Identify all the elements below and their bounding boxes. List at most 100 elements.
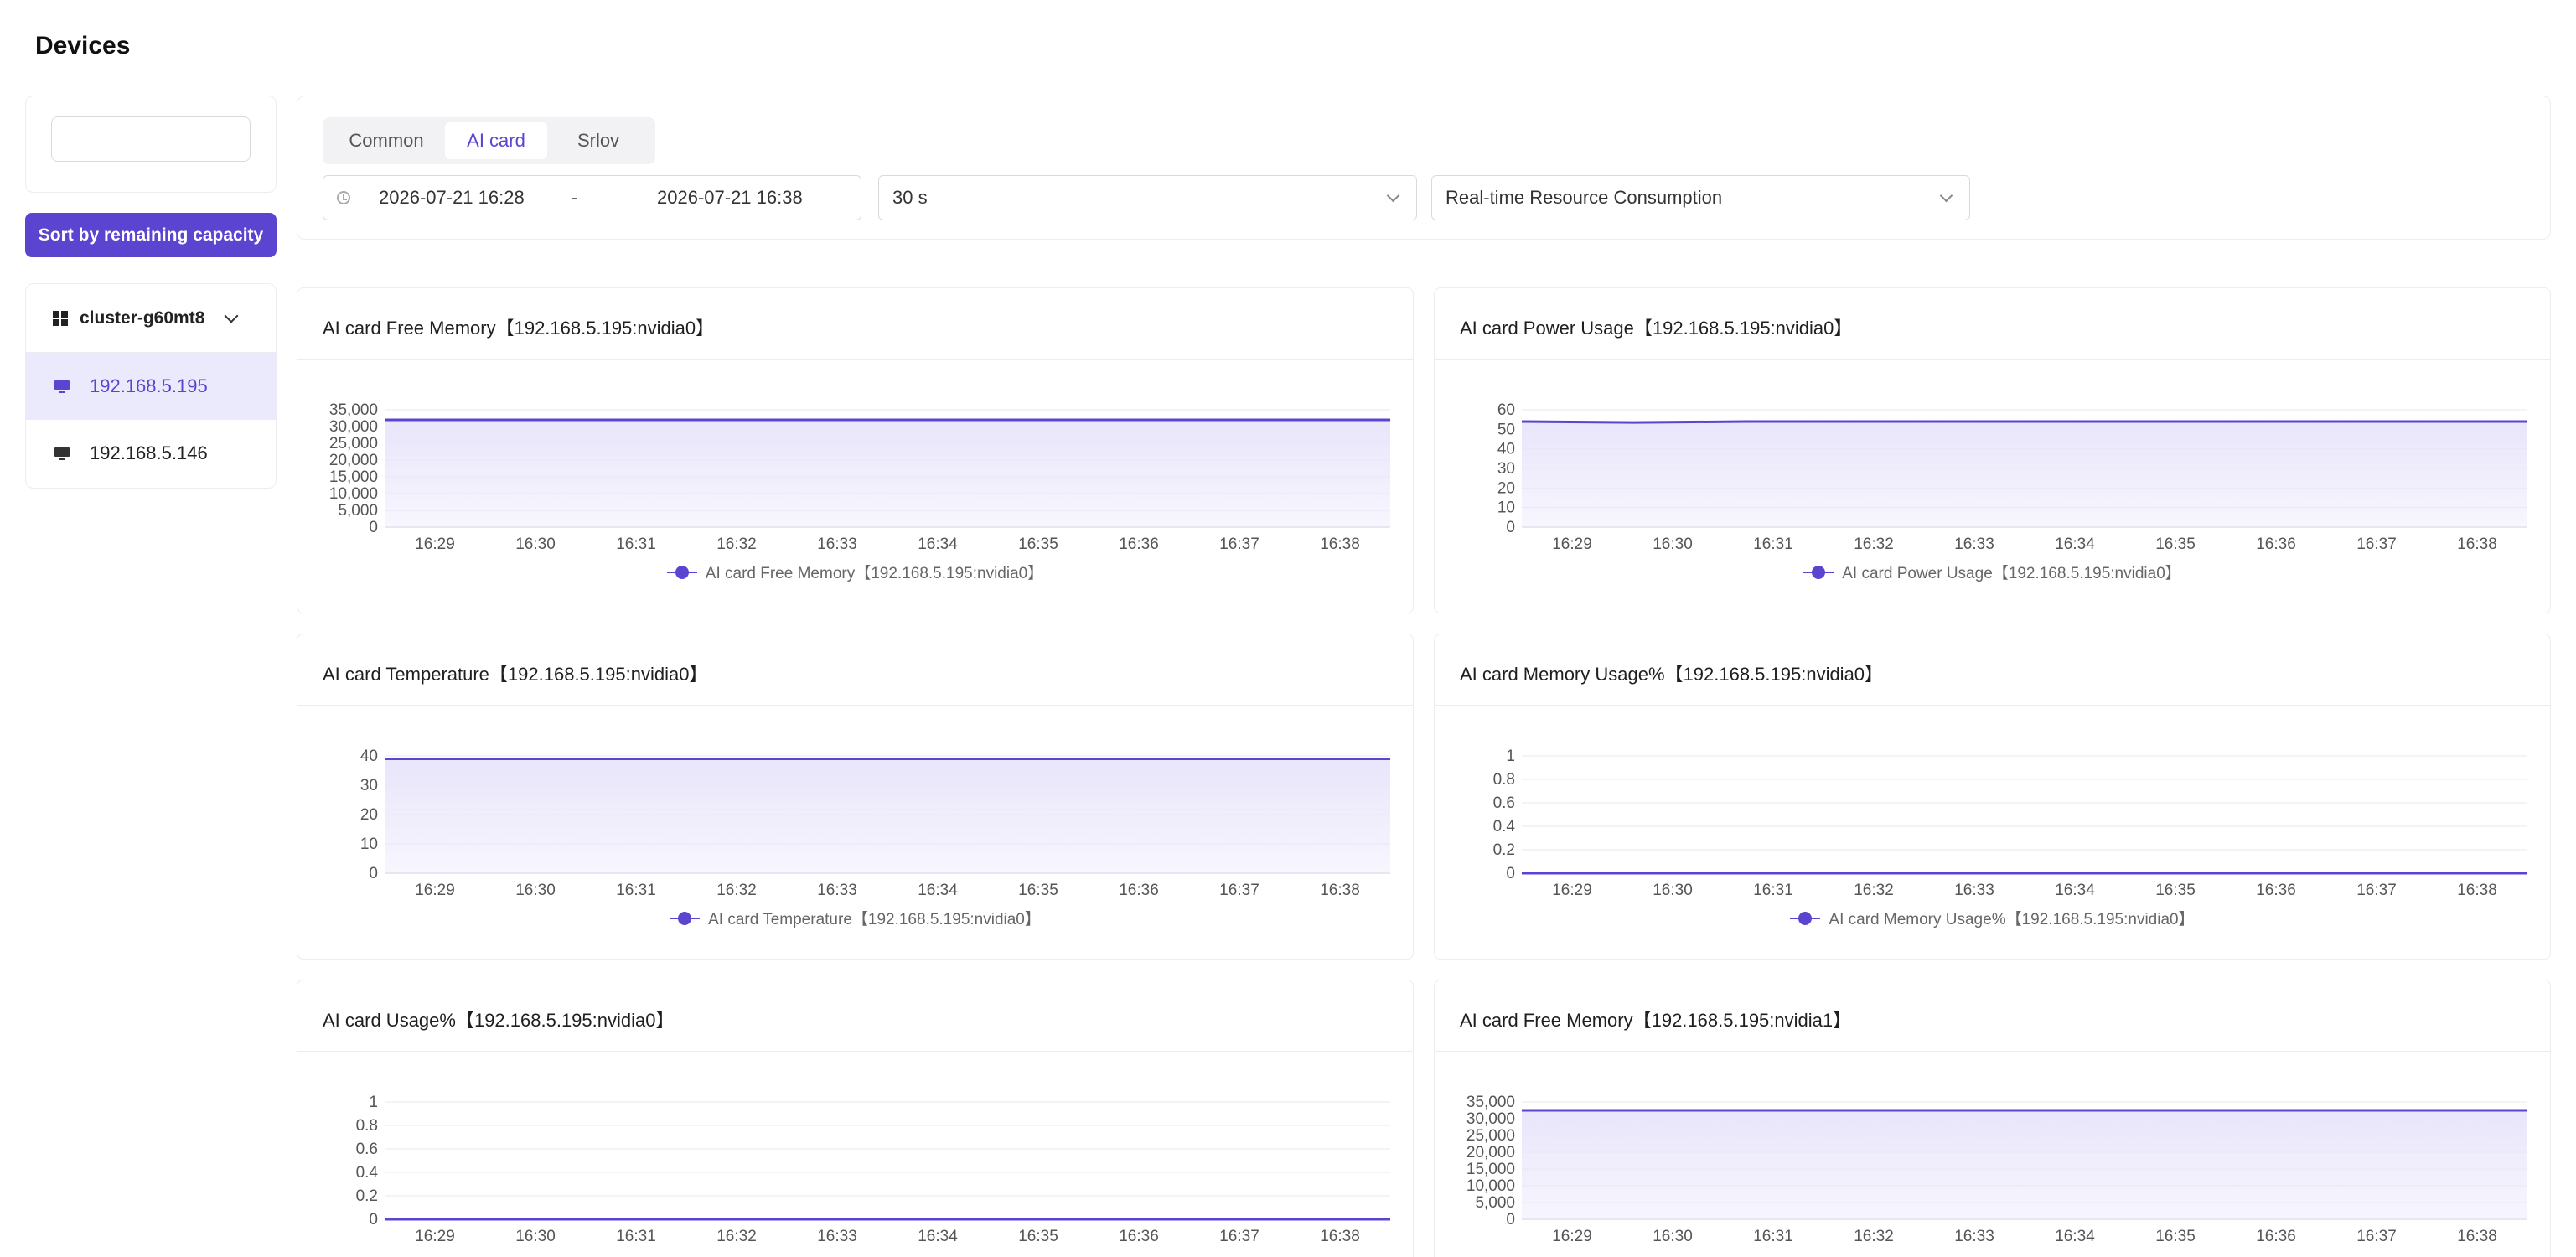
device-label: 192.168.5.195 xyxy=(90,375,208,396)
start-time[interactable]: 2026-07-21 16:28 xyxy=(379,187,525,208)
y-tick-label: 0.4 xyxy=(1493,818,1516,835)
y-tick-label: 60 xyxy=(1497,401,1515,419)
x-tick-label: 16:31 xyxy=(616,1228,656,1245)
chevron-down-icon xyxy=(1386,189,1400,203)
chart-plot: 05,00010,00015,00020,00025,00030,00035,0… xyxy=(329,401,1390,553)
x-tick-label: 16:37 xyxy=(1219,535,1260,553)
chart-plot: 05,00010,00015,00020,00025,00030,00035,0… xyxy=(1466,1094,2527,1245)
chart-legend[interactable]: AI card Free Memory【192.168.5.195:nvidia… xyxy=(297,561,1413,583)
x-tick-label: 16:38 xyxy=(1320,535,1360,553)
metric-type-select[interactable]: Real-time Resource Consumption xyxy=(1431,175,1970,220)
x-tick-label: 16:35 xyxy=(1018,882,1058,899)
x-tick-label: 16:38 xyxy=(2457,882,2497,899)
search-input[interactable] xyxy=(51,116,251,162)
x-tick-label: 16:29 xyxy=(415,535,455,553)
y-tick-label: 25,000 xyxy=(329,435,378,453)
y-tick-label: 20,000 xyxy=(329,452,378,469)
date-separator: - xyxy=(572,187,578,208)
x-tick-label: 16:35 xyxy=(1018,1228,1058,1245)
monitor-icon xyxy=(54,380,70,393)
y-tick-label: 0.6 xyxy=(356,1141,378,1158)
chevron-down-icon[interactable] xyxy=(224,308,239,323)
chart-legend[interactable]: AI card Power Usage【192.168.5.195:nvidia… xyxy=(1435,561,2550,583)
legend-marker-icon xyxy=(670,911,701,925)
date-range-picker[interactable]: 2026-07-21 16:28 - 2026-07-21 16:38 xyxy=(323,175,861,220)
grid-icon xyxy=(53,310,68,326)
x-tick-label: 16:35 xyxy=(2155,535,2196,553)
x-tick-label: 16:36 xyxy=(1119,1228,1159,1245)
legend-label: AI card Free Memory【192.168.5.195:nvidia… xyxy=(705,565,1044,582)
y-tick-label: 0.8 xyxy=(1493,771,1515,789)
device-item-192-168-5-146[interactable]: 192.168.5.146 xyxy=(26,420,276,487)
x-tick-label: 16:32 xyxy=(1854,1228,1894,1245)
device-item-192-168-5-195[interactable]: 192.168.5.195 xyxy=(26,353,276,420)
page-title: Devices xyxy=(35,32,131,59)
device-tree: cluster-g60mt8 192.168.5.195 192.168.5.1… xyxy=(25,283,277,489)
series-area xyxy=(1522,1110,2527,1219)
chart-title: AI card Memory Usage%【192.168.5.195:nvid… xyxy=(1460,664,1884,685)
x-tick-label: 16:29 xyxy=(415,882,455,899)
y-tick-label: 25,000 xyxy=(1466,1127,1515,1145)
x-tick-label: 16:30 xyxy=(515,535,556,553)
x-tick-label: 16:31 xyxy=(1753,535,1793,553)
interval-select[interactable]: 30 s xyxy=(878,175,1417,220)
x-tick-label: 16:30 xyxy=(515,882,556,899)
x-tick-label: 16:36 xyxy=(2256,882,2296,899)
chart-legend[interactable]: AI card Temperature【192.168.5.195:nvidia… xyxy=(297,907,1413,929)
x-tick-label: 16:37 xyxy=(2356,882,2397,899)
series-area xyxy=(385,420,1390,527)
x-tick-label: 16:32 xyxy=(1854,535,1894,553)
chart-card: AI card Free Memory【192.168.5.195:nvidia… xyxy=(297,287,1414,613)
x-tick-label: 16:33 xyxy=(817,535,857,553)
x-tick-label: 16:37 xyxy=(2356,1228,2397,1245)
x-tick-label: 16:36 xyxy=(2256,535,2296,553)
tab-srlov[interactable]: Srlov xyxy=(577,130,620,151)
filter-panel: Common AI card Srlov 2026-07-21 16:28 - … xyxy=(297,96,2551,240)
y-tick-label: 15,000 xyxy=(329,468,378,486)
y-tick-label: 15,000 xyxy=(1466,1161,1515,1178)
x-tick-label: 16:37 xyxy=(1219,882,1260,899)
legend-marker-icon xyxy=(1790,911,1821,925)
y-tick-label: 30 xyxy=(1497,460,1515,478)
legend-label: AI card Power Usage【192.168.5.195:nvidia… xyxy=(1842,565,2181,582)
tab-ai-card[interactable]: AI card xyxy=(445,122,547,159)
y-tick-label: 5,000 xyxy=(1475,1194,1515,1212)
y-tick-label: 0 xyxy=(369,519,378,536)
chevron-down-icon xyxy=(1939,189,1953,203)
series-area xyxy=(385,758,1390,873)
y-tick-label: 0 xyxy=(1506,1211,1515,1229)
legend-marker-icon xyxy=(1803,565,1834,579)
x-tick-label: 16:31 xyxy=(1753,1228,1793,1245)
y-tick-label: 50 xyxy=(1497,421,1515,438)
x-tick-label: 16:34 xyxy=(918,882,958,899)
cluster-row[interactable]: cluster-g60mt8 xyxy=(26,284,276,353)
x-tick-label: 16:30 xyxy=(1653,882,1693,899)
legend-label: AI card Memory Usage%【192.168.5.195:nvid… xyxy=(1829,911,2195,929)
x-tick-label: 16:31 xyxy=(616,535,656,553)
end-time[interactable]: 2026-07-21 16:38 xyxy=(657,187,803,208)
x-tick-label: 16:36 xyxy=(2256,1228,2296,1245)
x-tick-label: 16:35 xyxy=(1018,535,1058,553)
x-tick-label: 16:32 xyxy=(1854,882,1894,899)
interval-value: 30 s xyxy=(892,187,928,208)
search-card xyxy=(25,96,277,193)
x-tick-label: 16:31 xyxy=(1753,882,1793,899)
sort-by-capacity-button[interactable]: Sort by remaining capacity xyxy=(25,213,277,257)
metric-type-value: Real-time Resource Consumption xyxy=(1446,187,1723,208)
y-tick-label: 0 xyxy=(369,865,378,882)
x-tick-label: 16:29 xyxy=(1552,535,1592,553)
y-tick-label: 0.8 xyxy=(356,1117,378,1135)
y-tick-label: 0.6 xyxy=(1493,794,1515,812)
monitor-icon xyxy=(54,447,70,460)
chart-legend[interactable]: AI card Memory Usage%【192.168.5.195:nvid… xyxy=(1435,907,2550,929)
x-tick-label: 16:35 xyxy=(2155,882,2196,899)
x-tick-label: 16:38 xyxy=(1320,882,1360,899)
chart-plot: 0 0.2 0.4 0.6 0.8 1 16:29 16:30 16:31 16:32 16:33 1… xyxy=(356,1094,1390,1245)
tab-common[interactable]: Common xyxy=(349,130,424,151)
y-tick-label: 40 xyxy=(1497,441,1515,458)
clock-icon xyxy=(337,191,350,204)
x-tick-label: 16:38 xyxy=(1320,1228,1360,1245)
chart-card: AI card Memory Usage%【192.168.5.195:nvid… xyxy=(1434,634,2551,960)
x-tick-label: 16:37 xyxy=(1219,1228,1260,1245)
